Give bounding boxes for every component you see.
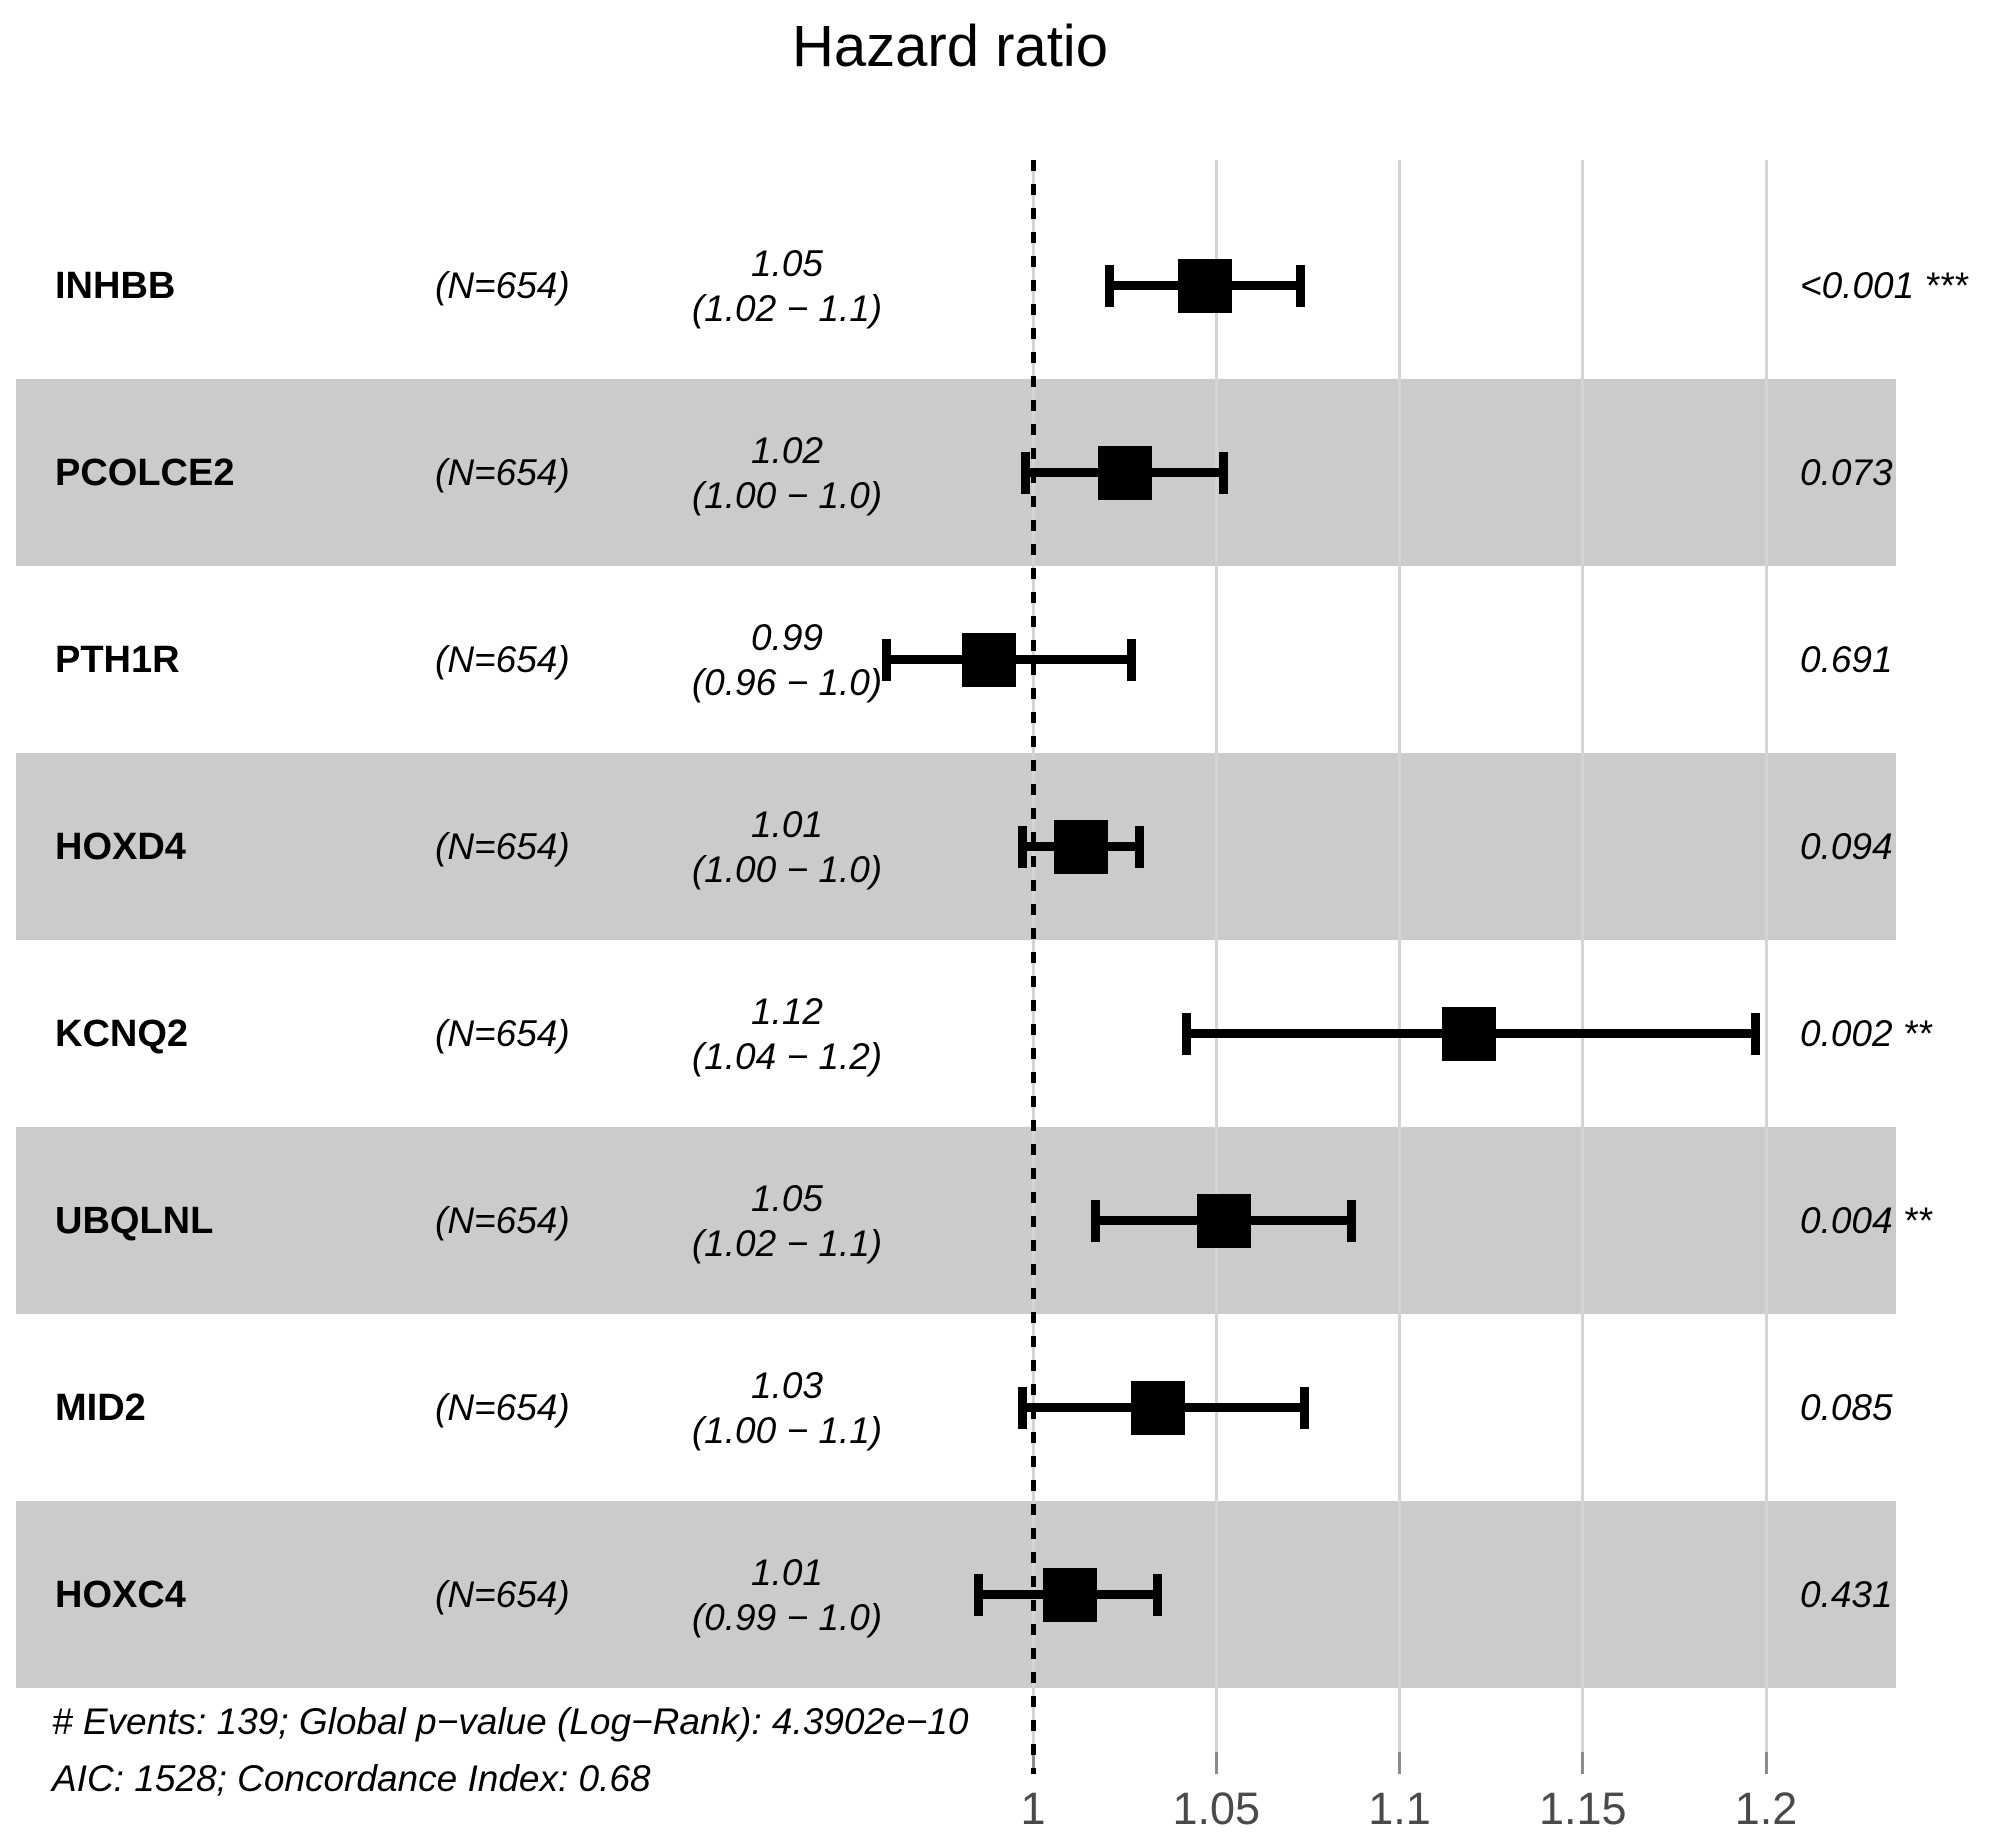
estimate-ci-label: 1.03 (1.00 − 1.1) (597, 1363, 977, 1453)
gene-label: MID2 (55, 1386, 146, 1429)
ci-cap-low (1017, 1386, 1027, 1429)
x-axis-tick-label: 1.05 (1172, 1783, 1261, 1834)
estimate-ci-label: 1.01 (0.99 − 1.0) (597, 1550, 977, 1640)
estimate-ci-label: 0.99 (0.96 − 1.0) (597, 615, 977, 705)
ci-cap-low (1021, 451, 1031, 494)
p-value-label: 0.073 (1800, 451, 1893, 493)
x-gridline (1398, 160, 1401, 1752)
hr-point-marker (1130, 1380, 1185, 1435)
gene-label: HOXD4 (55, 825, 186, 868)
x-gridline (1764, 160, 1768, 1752)
ci-value: (1.00 − 1.0) (691, 474, 883, 516)
estimate-value: 0.99 (750, 616, 823, 658)
ci-value: (0.99 − 1.0) (691, 1596, 883, 1638)
ci-cap-high (1219, 451, 1229, 494)
estimate-value: 1.01 (750, 1551, 823, 1593)
estimate-value: 1.01 (750, 803, 823, 845)
ci-value: (1.04 − 1.2) (691, 1035, 883, 1077)
hr-point-marker (1442, 1006, 1497, 1061)
estimate-ci-label: 1.01 (1.00 − 1.0) (597, 802, 977, 892)
x-axis-tick-label: 1 (1020, 1783, 1046, 1834)
p-value-label: 0.085 (1800, 1386, 1893, 1428)
x-axis-tick (1581, 1752, 1585, 1774)
ci-value: (1.00 − 1.0) (691, 848, 883, 890)
estimate-value: 1.05 (750, 1177, 823, 1219)
estimate-ci-label: 1.12 (1.04 − 1.2) (597, 989, 977, 1079)
ci-cap-high (1299, 1386, 1309, 1429)
sample-size-label: (N=654) (435, 1199, 570, 1241)
x-gridline (1581, 160, 1585, 1752)
estimate-ci-label: 1.05 (1.02 − 1.1) (597, 1176, 977, 1266)
ci-cap-high (1127, 638, 1137, 681)
ci-cap-low (881, 638, 891, 681)
hr-point-marker (962, 632, 1017, 687)
p-value-label: <0.001 *** (1800, 264, 1968, 306)
gene-label: INHBB (55, 264, 176, 307)
ci-cap-high (1153, 1573, 1163, 1616)
p-value-label: 0.002 ** (1800, 1012, 1932, 1054)
chart-title: Hazard ratio (792, 14, 1108, 79)
ci-cap-low (1090, 1199, 1100, 1242)
estimate-value: 1.05 (750, 242, 823, 284)
ci-cap-low (973, 1573, 983, 1616)
ci-cap-high (1134, 825, 1144, 868)
estimate-value: 1.02 (750, 429, 823, 471)
p-value-label: 0.691 (1800, 638, 1893, 680)
sample-size-label: (N=654) (435, 638, 570, 680)
p-value-label: 0.431 (1800, 1573, 1893, 1615)
gene-label: PCOLCE2 (55, 451, 235, 494)
estimate-ci-label: 1.02 (1.00 − 1.0) (597, 428, 977, 518)
sample-size-label: (N=654) (435, 451, 570, 493)
sample-size-label: (N=654) (435, 825, 570, 867)
ci-cap-low (1182, 1012, 1192, 1055)
ci-value: (1.02 − 1.1) (691, 1222, 883, 1264)
sample-size-label: (N=654) (435, 264, 570, 306)
sample-size-label: (N=654) (435, 1012, 570, 1054)
sample-size-label: (N=654) (435, 1386, 570, 1428)
x-axis-tick (1398, 1752, 1401, 1774)
estimate-value: 1.12 (750, 990, 823, 1032)
p-value-label: 0.094 (1800, 825, 1893, 867)
sample-size-label: (N=654) (435, 1573, 570, 1615)
estimate-ci-label: 1.05 (1.02 − 1.1) (597, 241, 977, 331)
gene-label: UBQLNL (55, 1199, 214, 1242)
x-axis-tick (1764, 1752, 1768, 1774)
ci-value: (1.00 − 1.1) (691, 1409, 883, 1451)
gene-label: KCNQ2 (55, 1012, 189, 1055)
footnote-aic-concordance: AIC: 1528; Concordance Index: 0.68 (52, 1758, 651, 1799)
x-axis-tick-label: 1.1 (1368, 1783, 1431, 1834)
footnote-events-global-p: # Events: 139; Global p−value (Log−Rank)… (52, 1701, 969, 1742)
hr-point-marker (1178, 258, 1233, 313)
p-value-label: 0.004 ** (1800, 1199, 1932, 1241)
estimate-value: 1.03 (750, 1364, 823, 1406)
hr-point-marker (1053, 819, 1108, 874)
ci-cap-low (1105, 264, 1115, 307)
ci-value: (1.02 − 1.1) (691, 287, 883, 329)
gene-label: PTH1R (55, 638, 180, 681)
x-axis-tick-label: 1.15 (1538, 1783, 1627, 1834)
x-axis-tick-label: 1.2 (1734, 1783, 1798, 1834)
ci-cap-high (1750, 1012, 1760, 1055)
ci-value: (0.96 − 1.0) (691, 661, 883, 703)
ci-cap-low (1017, 825, 1027, 868)
hr-point-marker (1097, 445, 1152, 500)
gene-label: HOXC4 (55, 1573, 186, 1616)
ci-cap-high (1296, 264, 1306, 307)
reference-line-hr-1 (1030, 160, 1036, 1774)
x-gridline (1214, 160, 1218, 1752)
hr-point-marker (1042, 1567, 1097, 1622)
x-axis-tick (1214, 1752, 1218, 1774)
ci-cap-high (1347, 1199, 1357, 1242)
hr-point-marker (1196, 1193, 1251, 1248)
